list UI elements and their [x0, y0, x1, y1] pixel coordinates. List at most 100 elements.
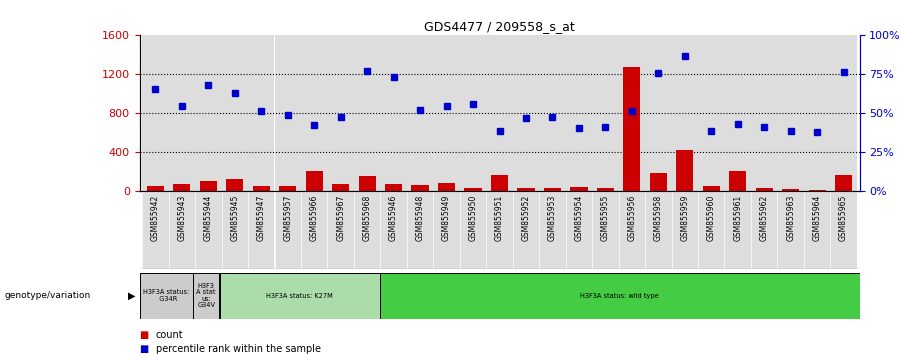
Bar	[354, 35, 381, 191]
Bar	[306, 171, 323, 191]
Bar	[544, 188, 561, 191]
Text: GSM855946: GSM855946	[389, 194, 398, 241]
Text: GSM855944: GSM855944	[203, 194, 212, 241]
Bar	[248, 35, 274, 191]
Text: GSM855954: GSM855954	[574, 194, 583, 241]
Text: GSM855968: GSM855968	[363, 194, 372, 240]
Bar	[147, 186, 164, 191]
Bar	[385, 184, 402, 191]
Text: GSM855953: GSM855953	[548, 194, 557, 241]
Bar	[168, 191, 195, 269]
Bar	[173, 184, 191, 191]
Bar	[407, 191, 433, 269]
Bar	[645, 35, 671, 191]
Text: count: count	[156, 330, 184, 339]
Text: GSM855942: GSM855942	[151, 194, 160, 240]
Bar	[464, 188, 482, 191]
Text: ■: ■	[140, 344, 148, 354]
Bar	[724, 191, 751, 269]
Bar	[226, 179, 243, 191]
Title: GDS4477 / 209558_s_at: GDS4477 / 209558_s_at	[424, 20, 575, 33]
Bar	[751, 191, 778, 269]
Bar	[513, 35, 539, 191]
Bar	[168, 35, 195, 191]
Bar	[778, 35, 804, 191]
Bar	[460, 35, 486, 191]
Bar	[539, 191, 566, 269]
Text: H3F3A status:
  G34R: H3F3A status: G34R	[143, 289, 189, 302]
Bar	[140, 273, 193, 319]
Text: GSM855959: GSM855959	[680, 194, 689, 241]
Bar	[407, 35, 433, 191]
Text: GSM855963: GSM855963	[787, 194, 796, 241]
Bar	[539, 35, 566, 191]
Bar	[195, 35, 221, 191]
Bar	[623, 67, 641, 191]
Bar	[724, 35, 751, 191]
Bar	[618, 191, 645, 269]
Bar	[411, 184, 428, 191]
Bar	[751, 35, 778, 191]
Text: GSM855947: GSM855947	[256, 194, 266, 241]
Bar	[301, 35, 328, 191]
Text: GSM855962: GSM855962	[760, 194, 769, 240]
Bar	[301, 191, 328, 269]
Bar	[729, 171, 746, 191]
Text: GSM855958: GSM855958	[653, 194, 662, 240]
Bar	[381, 35, 407, 191]
Bar	[804, 191, 831, 269]
Bar	[645, 191, 671, 269]
Bar	[248, 191, 274, 269]
Bar	[433, 35, 460, 191]
Bar	[220, 273, 380, 319]
Bar	[358, 176, 375, 191]
Bar	[221, 191, 248, 269]
Bar	[438, 183, 455, 191]
Bar	[566, 35, 592, 191]
Text: GSM855966: GSM855966	[310, 194, 319, 241]
Text: GSM855956: GSM855956	[627, 194, 636, 241]
Bar	[328, 35, 354, 191]
Bar	[380, 273, 860, 319]
Bar	[433, 191, 460, 269]
Text: GSM855948: GSM855948	[416, 194, 425, 240]
Bar	[274, 35, 301, 191]
Bar	[782, 189, 799, 191]
Bar	[808, 190, 825, 191]
Bar	[486, 35, 513, 191]
Text: GSM855945: GSM855945	[230, 194, 239, 241]
Text: H3F3A status: K27M: H3F3A status: K27M	[266, 293, 333, 298]
Bar	[703, 187, 720, 191]
Text: GSM855965: GSM855965	[839, 194, 848, 241]
Bar	[513, 191, 539, 269]
Bar	[486, 191, 513, 269]
Text: ▶: ▶	[128, 291, 135, 301]
Text: GSM855949: GSM855949	[442, 194, 451, 241]
Bar	[193, 273, 220, 319]
Bar	[279, 185, 296, 191]
Text: GSM855960: GSM855960	[706, 194, 716, 241]
Bar	[142, 191, 168, 269]
Bar	[381, 191, 407, 269]
Text: ■: ■	[140, 330, 148, 339]
Bar	[698, 35, 724, 191]
Bar	[835, 175, 852, 191]
Bar	[332, 184, 349, 191]
Bar	[566, 191, 592, 269]
Bar	[491, 175, 508, 191]
Text: H3F3
A stat
us:
G34V: H3F3 A stat us: G34V	[196, 283, 216, 308]
Text: percentile rank within the sample: percentile rank within the sample	[156, 344, 320, 354]
Text: GSM855952: GSM855952	[521, 194, 530, 240]
Text: genotype/variation: genotype/variation	[4, 291, 91, 300]
Bar	[274, 191, 301, 269]
Bar	[671, 191, 698, 269]
Text: GSM855955: GSM855955	[601, 194, 610, 241]
Bar	[142, 35, 168, 191]
Bar	[676, 150, 693, 191]
Bar	[618, 35, 645, 191]
Bar	[756, 188, 773, 191]
Bar	[831, 35, 857, 191]
Text: GSM855950: GSM855950	[469, 194, 478, 241]
Text: GSM855961: GSM855961	[734, 194, 742, 240]
Bar	[354, 191, 381, 269]
